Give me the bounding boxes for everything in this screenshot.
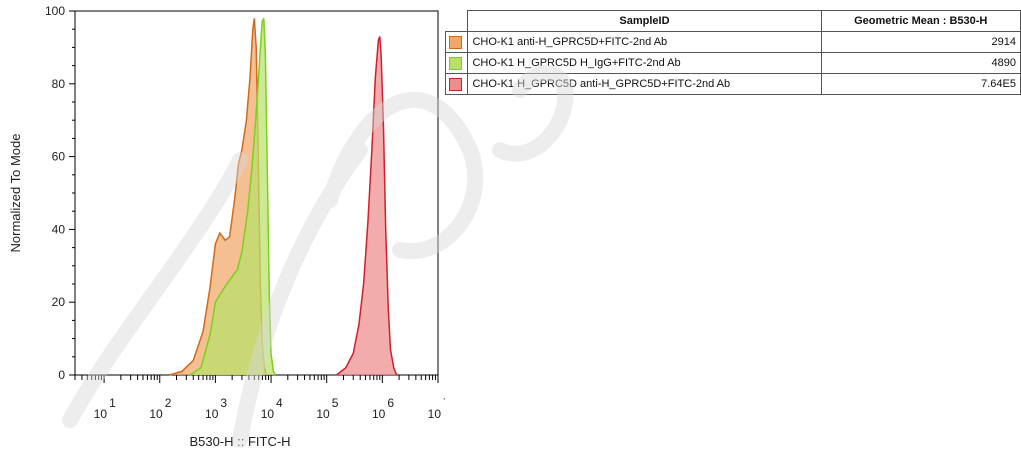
legend-table: SampleID Geometric Mean : B530-H CHO-K1 …	[444, 10, 1021, 95]
x-tick-label-exponent: 6	[387, 396, 394, 410]
legend-swatch-red	[449, 77, 462, 91]
legend-row[interactable]: CHO-K1 anti-H_GPRC5D+FITC-2nd Ab 2914	[444, 31, 1021, 53]
legend-sample-name: CHO-K1 H_GPRC5D H_IgG+FITC-2nd Ab	[467, 52, 822, 74]
x-tick-label-exponent: 2	[165, 396, 172, 410]
legend-header-geometric-mean[interactable]: Geometric Mean : B530-H	[820, 10, 1021, 32]
y-tick-label: 20	[52, 295, 66, 309]
x-tick-label-exponent: 5	[332, 396, 339, 410]
x-tick-label-base: 10	[94, 407, 108, 421]
legend-sample-name: CHO-K1 H_GPRC5D anti-H_GPRC5D+FITC-2nd A…	[467, 73, 822, 95]
y-tick-label: 100	[45, 4, 65, 18]
x-tick-label-base: 10	[205, 407, 219, 421]
legend-swatch-orange	[449, 35, 462, 49]
x-axis-label: B530-H :: FITC-H	[189, 434, 290, 449]
x-axis: 101102103104105106107	[74, 375, 445, 421]
legend-row[interactable]: CHO-K1 H_GPRC5D anti-H_GPRC5D+FITC-2nd A…	[444, 73, 1021, 95]
x-tick-label-base: 10	[261, 407, 275, 421]
x-tick-label-base: 10	[316, 407, 330, 421]
legend-header-blank	[445, 10, 469, 32]
legend-sample-name: CHO-K1 anti-H_GPRC5D+FITC-2nd Ab	[467, 31, 822, 53]
series-layer	[169, 17, 398, 376]
legend-swatch-green	[449, 56, 462, 70]
legend-swatch-cell	[444, 31, 469, 53]
legend-mean-value: 4890	[820, 52, 1021, 74]
legend-swatch-cell	[444, 52, 469, 74]
y-tick-label: 80	[52, 77, 66, 91]
y-tick-label: 40	[52, 222, 66, 236]
x-tick-label-exponent: 3	[220, 396, 227, 410]
series-area-2	[336, 36, 397, 375]
y-tick-label: 60	[52, 150, 66, 164]
x-tick-label-base: 10	[149, 407, 163, 421]
legend-swatch-cell	[444, 73, 469, 95]
x-tick-label-base: 10	[372, 407, 386, 421]
legend-header-sampleid[interactable]: SampleID	[467, 10, 822, 32]
x-tick-label-exponent: 1	[109, 396, 116, 410]
legend-mean-value: 2914	[820, 31, 1021, 53]
y-axis-label: Normalized To Mode	[8, 134, 23, 253]
legend-row[interactable]: CHO-K1 H_GPRC5D H_IgG+FITC-2nd Ab 4890	[444, 52, 1021, 74]
y-axis: 0 20 40 60 80 100	[45, 4, 75, 382]
x-tick-label-exponent: 4	[276, 396, 283, 410]
series-area-1	[190, 18, 276, 376]
x-tick-label-base: 10	[428, 407, 442, 421]
legend-header-row: SampleID Geometric Mean : B530-H	[445, 10, 1021, 32]
legend-mean-value: 7.64E5	[820, 73, 1021, 95]
series-line-1	[189, 17, 277, 376]
x-tick-label-exponent: 7	[443, 396, 445, 410]
series-line-2	[336, 36, 398, 376]
y-tick-label: 0	[58, 368, 65, 382]
